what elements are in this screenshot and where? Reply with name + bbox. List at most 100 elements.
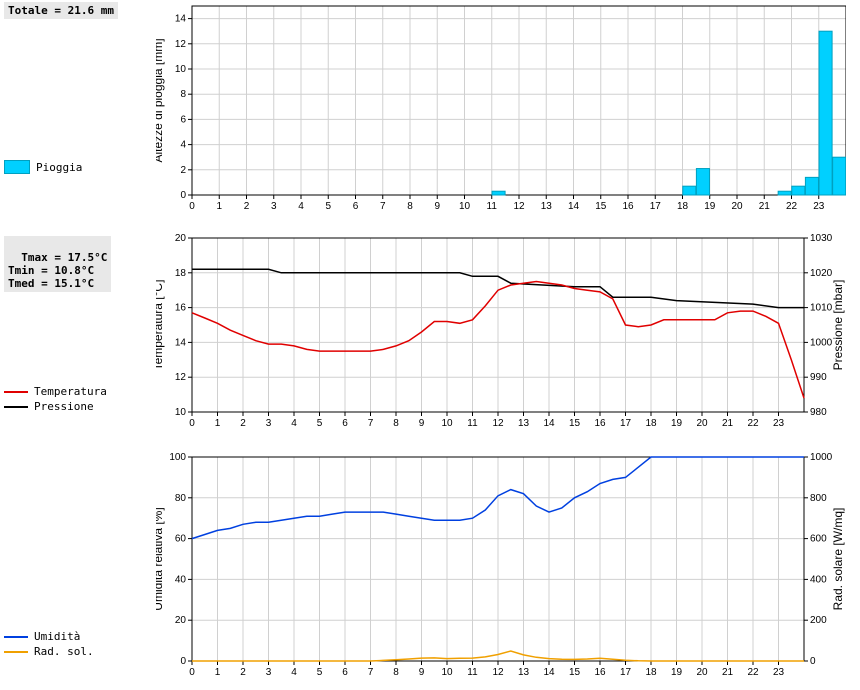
svg-text:0: 0 bbox=[180, 190, 186, 201]
svg-text:12: 12 bbox=[492, 418, 504, 429]
svg-text:0: 0 bbox=[189, 667, 195, 678]
svg-text:1: 1 bbox=[215, 667, 221, 678]
svg-text:80: 80 bbox=[175, 493, 187, 504]
svg-text:8: 8 bbox=[393, 667, 399, 678]
svg-text:23: 23 bbox=[773, 667, 785, 678]
svg-text:11: 11 bbox=[467, 418, 478, 429]
svg-text:18: 18 bbox=[175, 268, 187, 279]
svg-text:6: 6 bbox=[342, 418, 348, 429]
svg-text:14: 14 bbox=[543, 667, 555, 678]
svg-text:1000: 1000 bbox=[810, 337, 833, 348]
svg-text:4: 4 bbox=[291, 418, 297, 429]
svg-text:6: 6 bbox=[353, 201, 359, 212]
legend-panel2: Temperatura Pressione bbox=[4, 385, 107, 415]
svg-text:15: 15 bbox=[569, 418, 581, 429]
legend-panel3: Umidità Rad. sol. bbox=[4, 630, 94, 660]
svg-text:60: 60 bbox=[175, 534, 187, 545]
legend-label-pressione: Pressione bbox=[34, 400, 94, 413]
svg-text:7: 7 bbox=[380, 201, 386, 212]
legend-label-umidita: Umidità bbox=[34, 630, 80, 643]
svg-text:20: 20 bbox=[175, 233, 187, 244]
svg-text:18: 18 bbox=[645, 667, 657, 678]
svg-text:4: 4 bbox=[291, 667, 297, 678]
svg-text:12: 12 bbox=[513, 201, 525, 212]
svg-text:10: 10 bbox=[175, 64, 187, 75]
legend-label-temperatura: Temperatura bbox=[34, 385, 107, 398]
svg-text:16: 16 bbox=[594, 418, 606, 429]
svg-text:10: 10 bbox=[441, 667, 453, 678]
svg-text:2: 2 bbox=[180, 165, 186, 176]
svg-text:22: 22 bbox=[747, 667, 759, 678]
svg-text:21: 21 bbox=[759, 201, 771, 212]
svg-text:Umidità relativa [%]: Umidità relativa [%] bbox=[156, 507, 165, 610]
humid-swatch bbox=[4, 636, 28, 638]
svg-text:23: 23 bbox=[813, 201, 825, 212]
svg-text:0: 0 bbox=[180, 656, 186, 667]
svg-text:14: 14 bbox=[175, 337, 187, 348]
temp-stats-info: Tmax = 17.5°C Tmin = 10.8°C Tmed = 15.1°… bbox=[4, 236, 111, 292]
svg-text:7: 7 bbox=[368, 667, 374, 678]
svg-text:13: 13 bbox=[518, 667, 530, 678]
svg-text:8: 8 bbox=[393, 418, 399, 429]
svg-text:14: 14 bbox=[543, 418, 555, 429]
svg-text:3: 3 bbox=[266, 418, 272, 429]
svg-text:5: 5 bbox=[317, 418, 323, 429]
svg-text:23: 23 bbox=[773, 418, 785, 429]
rain-total-text: Totale = 21.6 mm bbox=[8, 4, 114, 17]
svg-text:9: 9 bbox=[434, 201, 440, 212]
temp-swatch bbox=[4, 391, 28, 393]
svg-text:21: 21 bbox=[722, 667, 734, 678]
rain-total-info: Totale = 21.6 mm bbox=[4, 2, 118, 19]
svg-text:Pressione [mbar]: Pressione [mbar] bbox=[831, 280, 845, 371]
svg-text:8: 8 bbox=[180, 89, 186, 100]
svg-text:0: 0 bbox=[189, 418, 195, 429]
svg-text:9: 9 bbox=[419, 667, 425, 678]
legend-item-radsol: Rad. sol. bbox=[4, 645, 94, 658]
svg-text:5: 5 bbox=[317, 667, 323, 678]
temp-stats-text: Tmax = 17.5°C Tmin = 10.8°C Tmed = 15.1°… bbox=[8, 251, 107, 290]
svg-text:12: 12 bbox=[175, 372, 187, 383]
svg-text:6: 6 bbox=[342, 667, 348, 678]
legend-label-radsol: Rad. sol. bbox=[34, 645, 94, 658]
svg-text:20: 20 bbox=[696, 418, 708, 429]
svg-text:21: 21 bbox=[722, 418, 734, 429]
svg-text:990: 990 bbox=[810, 372, 827, 383]
svg-text:16: 16 bbox=[594, 667, 606, 678]
svg-text:14: 14 bbox=[568, 201, 580, 212]
rad-swatch bbox=[4, 651, 28, 653]
svg-text:7: 7 bbox=[368, 418, 374, 429]
svg-text:3: 3 bbox=[266, 667, 272, 678]
legend-item-umidita: Umidità bbox=[4, 630, 94, 643]
svg-text:11: 11 bbox=[467, 667, 478, 678]
svg-text:16: 16 bbox=[622, 201, 634, 212]
temp-press-chart: 0123456789101112131415161718192021222310… bbox=[156, 232, 846, 432]
svg-text:15: 15 bbox=[595, 201, 607, 212]
svg-text:Rad. solare [W/mq]: Rad. solare [W/mq] bbox=[831, 508, 845, 611]
rain-swatch bbox=[4, 160, 30, 174]
svg-text:11: 11 bbox=[487, 201, 498, 212]
svg-text:19: 19 bbox=[704, 201, 716, 212]
svg-text:8: 8 bbox=[407, 201, 413, 212]
svg-text:14: 14 bbox=[175, 14, 187, 25]
svg-text:200: 200 bbox=[810, 615, 827, 626]
svg-text:980: 980 bbox=[810, 407, 827, 418]
svg-text:13: 13 bbox=[518, 418, 530, 429]
svg-text:600: 600 bbox=[810, 534, 827, 545]
svg-text:2: 2 bbox=[240, 667, 246, 678]
svg-text:20: 20 bbox=[696, 667, 708, 678]
svg-text:1: 1 bbox=[216, 201, 222, 212]
svg-text:0: 0 bbox=[189, 201, 195, 212]
svg-text:10: 10 bbox=[441, 418, 453, 429]
svg-text:1010: 1010 bbox=[810, 303, 833, 314]
press-swatch bbox=[4, 406, 28, 408]
svg-text:18: 18 bbox=[645, 418, 657, 429]
svg-text:16: 16 bbox=[175, 303, 187, 314]
svg-text:19: 19 bbox=[671, 418, 683, 429]
svg-text:5: 5 bbox=[325, 201, 331, 212]
rain-chart: 0123456789101112131415161718192021222302… bbox=[156, 0, 846, 215]
svg-text:12: 12 bbox=[175, 39, 187, 50]
svg-text:1000: 1000 bbox=[810, 452, 833, 463]
legend-item-pressione: Pressione bbox=[4, 400, 107, 413]
svg-text:18: 18 bbox=[677, 201, 689, 212]
svg-text:3: 3 bbox=[271, 201, 277, 212]
